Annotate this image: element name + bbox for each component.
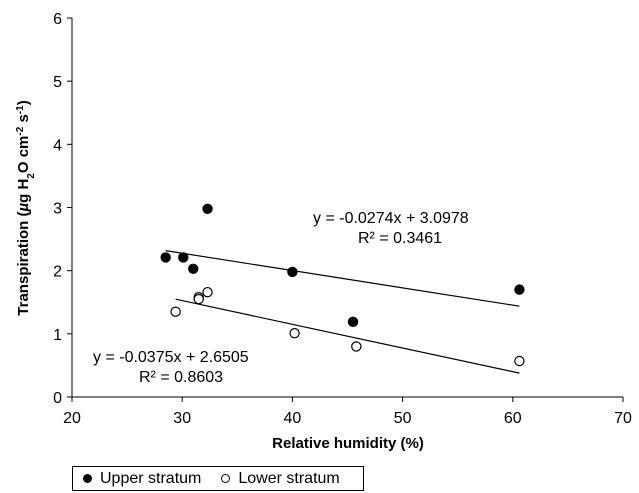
upper-stratum-point [160, 252, 171, 263]
axes: 0 1 2 3 4 5 6 20 30 40 50 60 70 [53, 11, 632, 427]
filled-circle-icon [83, 474, 92, 483]
upper-stratum-point [188, 263, 199, 274]
lower-stratum-point [202, 286, 213, 298]
data-points [160, 203, 525, 367]
open-circle-icon [221, 474, 231, 483]
legend-item-upper: Upper stratum [83, 470, 201, 488]
x-axis-title: Relative humidity (%) [272, 435, 424, 452]
lower-r2: R² = 0.8603 [139, 369, 223, 386]
y-tick-label: 3 [53, 201, 62, 218]
trendline-upper [165, 250, 520, 307]
upper-stratum-point [178, 252, 189, 263]
y-tick-label: 5 [53, 74, 62, 91]
y-tick-label: 1 [53, 327, 62, 344]
y-tick-label: 6 [53, 11, 62, 28]
trendlines [165, 250, 520, 374]
y-tick-label: 2 [53, 264, 62, 281]
trendline-lower [175, 298, 520, 374]
upper-r2: R² = 0.3461 [358, 230, 442, 247]
upper-stratum-point [514, 284, 525, 295]
x-tick-label: 30 [173, 410, 191, 427]
lower-stratum-point [170, 306, 181, 317]
lower-stratum-point [351, 341, 362, 352]
x-tick-label: 20 [63, 410, 81, 427]
y-axis-title: Transpiration (µg H2O cm-2 s-1) [15, 100, 37, 315]
legend: Upper stratum Lower stratum [72, 466, 364, 491]
lower-equation: y = -0.0375x + 2.6505 [93, 349, 249, 366]
lower-stratum-point [193, 293, 204, 305]
x-tick-label: 50 [394, 410, 412, 427]
y-tick-label: 4 [53, 137, 62, 154]
upper-stratum-point [287, 266, 298, 278]
legend-item-lower: Lower stratum [221, 469, 340, 488]
y-tick-label: 0 [53, 390, 62, 407]
upper-stratum-point [347, 316, 359, 328]
upper-stratum-point [202, 203, 213, 214]
x-tick-label: 60 [504, 410, 522, 427]
legend-label-lower: Lower stratum [238, 469, 340, 487]
upper-equation: y = -0.0274x + 3.0978 [313, 210, 469, 227]
x-tick-label: 40 [284, 410, 302, 427]
lower-stratum-point [514, 355, 525, 367]
legend-label-upper: Upper stratum [100, 469, 202, 487]
chart-labels: y = -0.0274x + 3.0978 R² = 0.3461 y = -0… [15, 100, 469, 452]
lower-stratum-point [289, 328, 300, 339]
x-tick-label: 70 [614, 410, 632, 427]
